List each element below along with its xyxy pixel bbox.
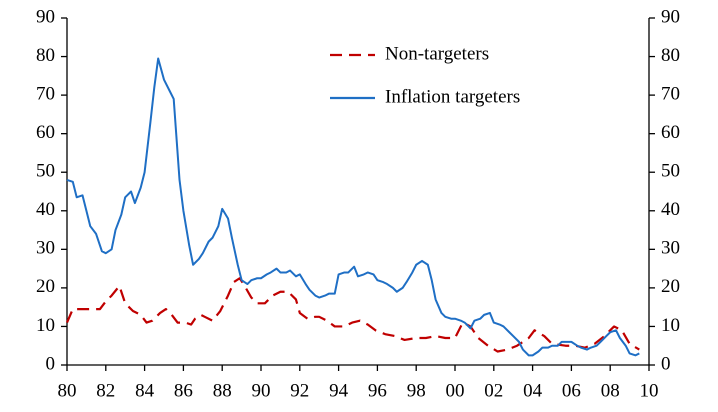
y2-tick-label: 20 bbox=[661, 276, 680, 297]
y2-tick-label: 50 bbox=[661, 161, 680, 182]
y-tick-label: 60 bbox=[36, 122, 55, 143]
x-tick-label: 84 bbox=[135, 380, 155, 401]
x-tick-label: 10 bbox=[640, 380, 659, 401]
legend-label: Inflation targeters bbox=[385, 86, 520, 107]
x-tick-label: 98 bbox=[407, 380, 426, 401]
y2-tick-label: 90 bbox=[661, 6, 680, 27]
y-tick-label: 50 bbox=[36, 161, 55, 182]
x-tick-label: 90 bbox=[252, 380, 271, 401]
y2-tick-label: 0 bbox=[661, 353, 671, 374]
data-line bbox=[66, 57, 640, 357]
y-tick-label: 10 bbox=[36, 315, 55, 336]
x-tick-label: 04 bbox=[523, 380, 543, 401]
y2-tick-label: 30 bbox=[661, 238, 680, 259]
x-tick-label: 06 bbox=[562, 380, 581, 401]
x-tick-label: 80 bbox=[58, 380, 77, 401]
x-tick-label: 00 bbox=[446, 380, 465, 401]
y-tick-label: 70 bbox=[36, 83, 55, 104]
x-tick-label: 94 bbox=[329, 380, 349, 401]
y2-tick-label: 60 bbox=[661, 122, 680, 143]
x-tick-label: 08 bbox=[601, 380, 620, 401]
x-tick-label: 82 bbox=[96, 380, 115, 401]
x-tick-label: 02 bbox=[484, 380, 503, 401]
legend-label: Non-targeters bbox=[385, 43, 489, 64]
y2-tick-label: 80 bbox=[661, 45, 680, 66]
y2-tick-label: 40 bbox=[661, 199, 680, 220]
x-tick-label: 88 bbox=[213, 380, 232, 401]
y-tick-label: 0 bbox=[46, 353, 56, 374]
y2-tick-label: 70 bbox=[661, 83, 680, 104]
x-tick-label: 96 bbox=[368, 380, 387, 401]
x-tick-label: 92 bbox=[290, 380, 309, 401]
data-line bbox=[65, 277, 640, 353]
x-tick-label: 86 bbox=[174, 380, 193, 401]
y-tick-label: 80 bbox=[36, 45, 55, 66]
y-tick-label: 20 bbox=[36, 276, 55, 297]
y-tick-label: 30 bbox=[36, 238, 55, 259]
y-tick-label: 90 bbox=[36, 6, 55, 27]
y2-tick-label: 10 bbox=[661, 315, 680, 336]
y-tick-label: 40 bbox=[36, 199, 55, 220]
